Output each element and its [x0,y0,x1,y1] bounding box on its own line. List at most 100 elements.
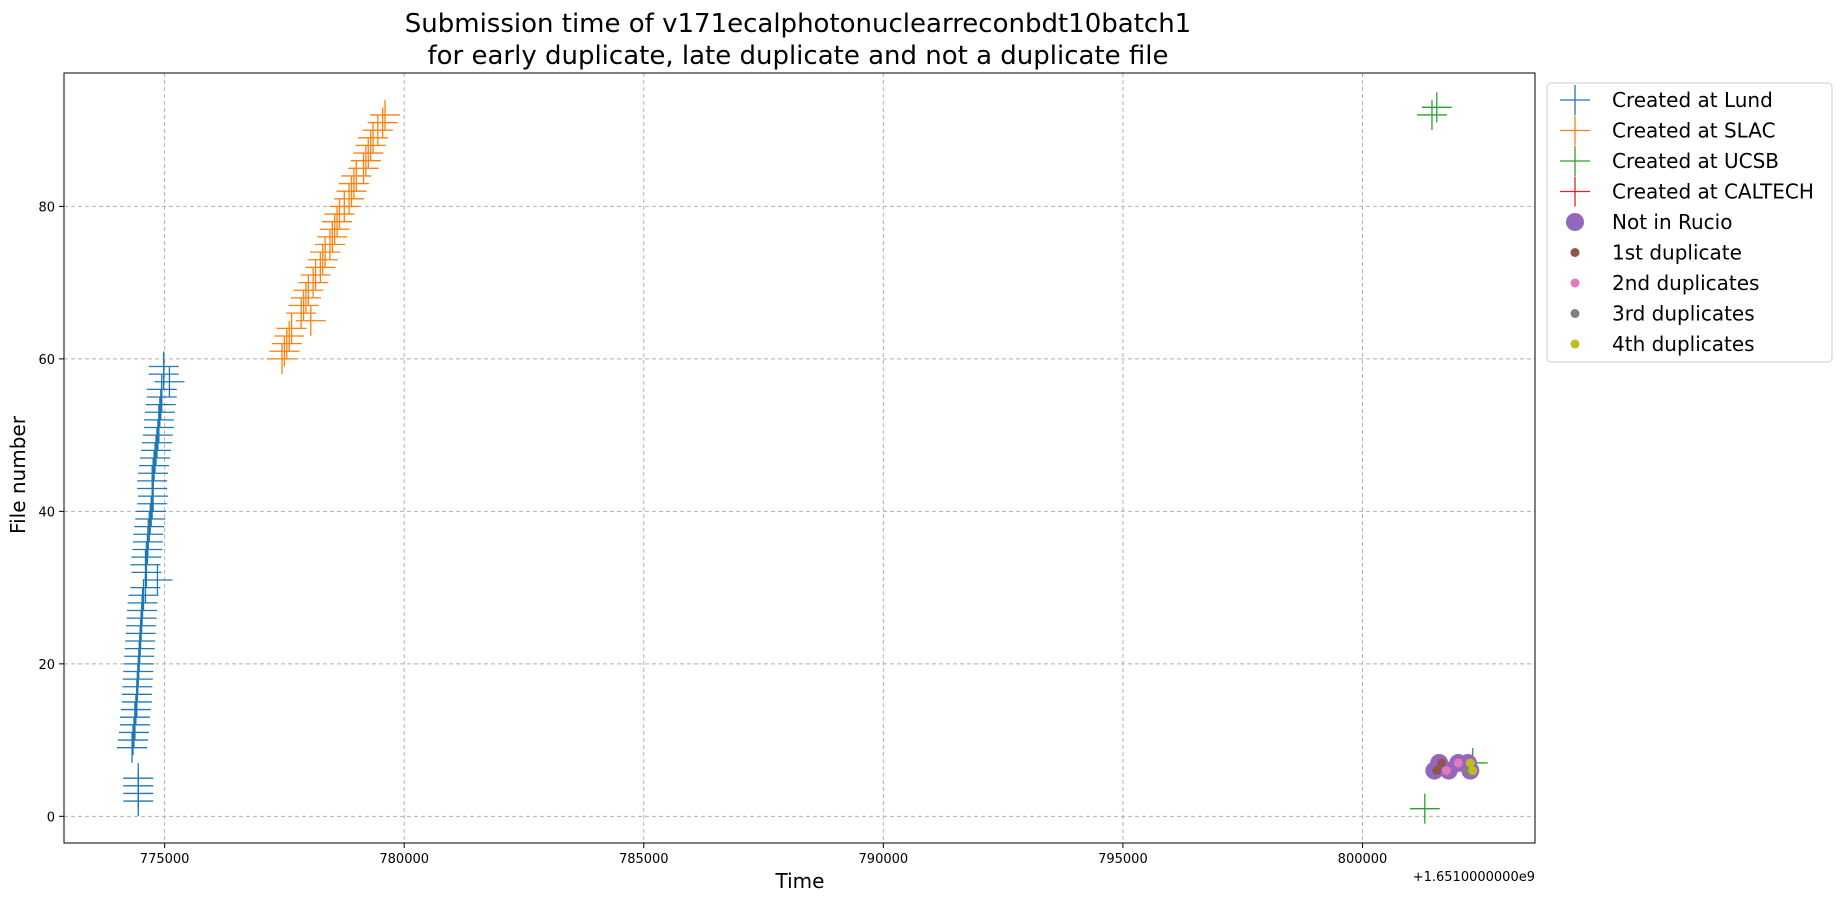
4th-duplicates-point [1468,766,1478,776]
created-at-slac-point [293,275,324,306]
title-line-1: Submission time of v171ecalphotonuclearr… [405,9,1191,39]
created-at-slac-point [370,99,401,130]
created-at-slac-point [317,221,348,252]
created-at-lund-point [137,465,168,496]
y-tick-label: 80 [38,200,55,215]
created-at-slac-legend-marker [1560,115,1590,146]
created-at-slac-point [341,160,372,191]
created-at-lund-point [143,404,174,435]
legend-label: 3rd duplicates [1612,302,1755,326]
created-at-lund-point [144,397,175,428]
not-in-rucio-legend-marker [1566,213,1584,231]
created-at-lund-point [141,427,172,458]
x-offset-label: +1.6510000000e9 [1413,870,1535,885]
created-at-slac-point [290,282,321,313]
legend-label: Created at Lund [1612,88,1773,112]
2nd-duplicates-point [1453,758,1463,768]
created-at-slac-point [310,237,341,268]
axis-ticks: 775000 780000 785000 790000 795000 800000 0 20 4… [38,200,1387,867]
created-at-lund-point [118,717,149,748]
created-at-slac-point [358,122,389,153]
y-tick-label: 20 [38,658,55,673]
x-tick-label: 775000 [140,852,190,867]
created-at-ucsb-legend-marker [1560,146,1590,176]
created-at-slac-point [314,229,345,260]
legend-label: 1st duplicate [1612,241,1742,265]
created-at-lund-point [130,549,161,580]
2nd-duplicates-legend-marker [1570,278,1580,288]
created-at-slac-point [271,328,302,359]
created-at-lund-point [145,389,176,420]
created-at-lund-point [136,496,167,527]
created-at-slac-point [322,206,353,237]
created-at-lund-point [123,763,154,794]
created-at-slac-point [334,183,365,214]
created-at-lund-point [140,443,171,473]
x-tick-label: 795000 [1098,852,1148,867]
x-tick-label: 785000 [619,852,669,867]
created-at-lund-point [142,420,173,451]
created-at-slac-point [350,145,381,176]
created-at-lund-point [140,435,171,466]
created-at-slac-point [367,107,398,138]
created-at-slac-point [362,115,393,146]
created-at-slac-point [305,252,336,283]
3rd-duplicates-legend-marker [1570,309,1580,318]
4th-duplicates-point [1465,758,1475,768]
created-at-lund-point [139,450,170,481]
created-at-lund-point [128,580,159,611]
created-at-lund-point [133,519,164,550]
created-at-lund-point [146,374,177,405]
created-at-slac-point [329,191,360,222]
created-at-slac-point [353,138,384,169]
x-axis-label: Time [775,869,825,893]
legend-label: 4th duplicates [1612,332,1755,356]
created-at-lund-point [120,694,151,725]
y-axis-label: File number [6,415,30,534]
created-at-ucsb-point [1416,99,1447,130]
created-at-slac-point [269,336,300,367]
plot-markers [117,92,1488,824]
created-at-slac-point [324,199,355,230]
created-at-lund-point [142,564,173,595]
legend-label: Not in Rucio [1612,210,1732,234]
created-at-caltech-legend-marker [1560,176,1590,207]
created-at-slac-point [300,260,331,291]
created-at-lund-point [127,587,158,618]
created-at-lund-point [117,732,148,763]
created-at-ucsb-point [1421,92,1452,123]
x-tick-label: 800000 [1338,852,1388,867]
created-at-slac-point [336,176,367,207]
y-tick-label: 0 [47,810,55,825]
created-at-slac-point [276,313,307,344]
gridlines [64,73,1535,843]
legend-frame [1546,82,1833,363]
legend-label: Created at UCSB [1612,149,1779,173]
legend: Created at Lund Created at SLAC Created at… [1546,82,1833,363]
created-at-lund-point [119,702,150,733]
legend-label: 2nd duplicates [1612,271,1759,295]
created-at-lund-point [131,542,162,573]
created-at-slac-point [286,298,317,329]
4th-duplicates-legend-marker [1570,339,1580,349]
y-tick-label: 60 [38,353,55,368]
created-at-lund-point [138,458,169,489]
2nd-duplicates-point [1441,766,1451,776]
1st-duplicate-point [1432,766,1442,776]
created-at-lund-point [117,725,148,756]
created-at-ucsb-point [1409,793,1440,824]
legend-label: Created at SLAC [1612,119,1776,143]
created-at-slac-point [348,153,379,184]
created-at-slac-point [295,305,326,336]
1st-duplicate-point [1437,758,1447,768]
created-at-slac-point [319,214,350,245]
x-tick-label: 780000 [379,852,429,867]
created-at-slac-point [274,321,305,352]
created-at-slac-point [298,267,329,298]
x-tick-label: 790000 [859,852,909,867]
created-at-slac-point [288,290,319,321]
created-at-slac-point [267,343,298,374]
created-at-lund-point [148,351,179,382]
created-at-lund-point [134,511,165,542]
